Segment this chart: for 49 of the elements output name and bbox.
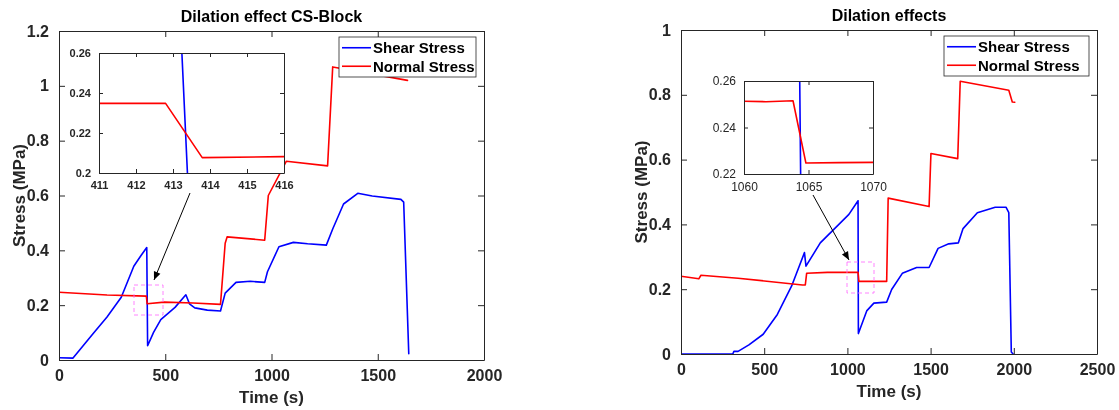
y-tick-label: 0 (662, 345, 672, 363)
y-tick-label: 0.6 (26, 187, 50, 205)
legend-label: Shear Stress (373, 39, 465, 56)
y-tick-label: 0.4 (26, 241, 50, 259)
x-tick-label: 0 (677, 361, 687, 379)
y-tick-label: 1 (662, 21, 672, 39)
x-axis-title: Time (s) (856, 382, 922, 401)
y-tick-label: 0.4 (648, 216, 672, 234)
line-series (59, 192, 410, 359)
y-tick-label: 0.2 (75, 167, 91, 180)
x-tick-label: 0 (55, 367, 65, 385)
y-tick-label: 0.22 (69, 127, 91, 140)
x-tick-label: 1000 (830, 361, 866, 379)
chart-title: Dilation effects (831, 7, 947, 24)
x-tick-label: 500 (152, 367, 180, 385)
line-series (681, 199, 1014, 354)
y-tick-label: 1.2 (26, 22, 50, 40)
y-tick-label: 0.8 (648, 86, 672, 104)
x-tick-label: 412 (127, 178, 146, 191)
x-tick-label: 411 (90, 178, 109, 191)
y-tick-label: 0.2 (26, 296, 50, 314)
legend-label: Shear Stress (978, 38, 1070, 55)
x-tick-label: 1000 (254, 367, 290, 385)
x-tick-label: 416 (275, 178, 294, 191)
x-tick-label: 1500 (360, 367, 397, 385)
x-tick-label: 415 (238, 178, 257, 191)
x-tick-label: 414 (201, 178, 221, 191)
y-tick-label: 0.2 (648, 280, 672, 298)
legend-label: Normal Stress (978, 56, 1080, 74)
legend-label: Normal Stress (373, 57, 475, 75)
chart-title: Dilation effect CS-Block (180, 8, 363, 25)
y-tick-label: 0.26 (69, 47, 91, 60)
x-tick-label: 500 (751, 361, 779, 379)
y-tick-label: 0.6 (648, 151, 672, 169)
y-tick-label: 0.26 (712, 74, 737, 89)
x-tick-label: 1060 (731, 179, 759, 194)
x-axis-title: Time (s) (239, 388, 304, 407)
x-tick-label: 2000 (996, 361, 1033, 379)
y-tick-label: 0.22 (712, 167, 737, 182)
x-tick-label: 413 (164, 178, 183, 191)
y-tick-label: 0.24 (69, 87, 92, 100)
x-tick-label: 1070 (860, 179, 888, 194)
y-tick-label: 0.24 (712, 120, 737, 135)
x-tick-label: 1065 (795, 179, 823, 194)
y-tick-label: 1 (40, 77, 50, 95)
x-tick-label: 2000 (466, 367, 503, 385)
x-tick-label: 1500 (913, 361, 949, 379)
x-tick-label: 2500 (1079, 361, 1116, 379)
line-series (744, 99, 873, 164)
